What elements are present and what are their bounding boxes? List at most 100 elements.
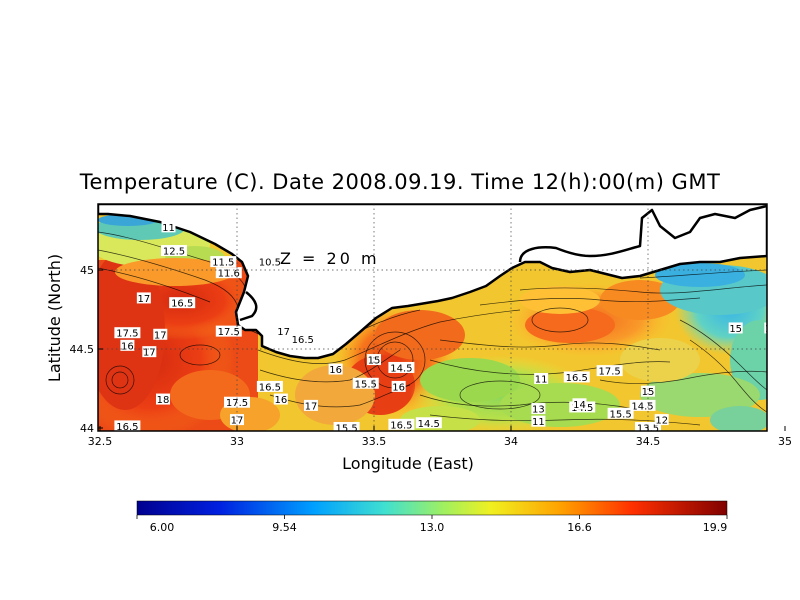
y-axis-label: Latitude (North) [45,254,64,382]
contour-label-box [728,322,743,334]
contour-label: 16.5 [388,418,415,431]
contour-label-text: 14.5 [631,401,653,412]
colorbar-tick-label: 19.9 [703,521,728,534]
contour-label-text: 11 [535,375,548,386]
contour-label-box [531,415,546,427]
x-tick-label: 33 [230,435,244,448]
contour-label-text: 17 [305,401,318,412]
contour-label-text: 17.5 [116,329,138,340]
contour-label: 10.5 [256,256,283,269]
contour-label: 17 [303,399,318,412]
contour-label-text: 11.6 [218,269,240,280]
contour-label-box [215,267,242,279]
contour-label-box [153,328,168,340]
contour-label-text: 17 [154,330,167,341]
contour-label-text: 17.5 [218,327,240,338]
contour-label-text: 18 [157,395,170,406]
contour-label-text: 12.5 [163,247,185,258]
colorbar [136,500,728,516]
depth-label: Z = 20 m [280,249,380,268]
chart-title: Temperature (C). Date 2008.09.19. Time 1… [79,170,721,194]
contour-label: 16 [273,393,288,406]
contour-label-box [136,292,151,304]
contour-label-text: 15.5 [335,424,357,435]
contour-label: 14 [572,398,587,411]
contour-label-text: 11 [532,417,545,428]
contour-label: 15 [367,354,381,367]
contour-label-box [352,377,379,389]
contour-label-text: 17.5 [599,367,621,378]
colorbar-ticks: 6.00 9.54 13.0 16.6 19.9 [136,515,728,534]
land-inner-coast [239,291,258,322]
contour-label: 11.6 [215,267,242,280]
contour-label-text: 15 [642,387,655,398]
contour-label-box [367,354,381,366]
contour-label-box [772,408,798,419]
contour-label-box [415,417,442,429]
contour-label-box [783,387,797,398]
contour-label-text: 12 [655,416,668,427]
contour-label-text: 14 [573,400,586,411]
contour-label-box [114,327,141,339]
contour-label-box [273,393,288,405]
contour-label: 12.5 [160,245,187,258]
x-tick-label: 32.5 [88,435,113,448]
contour-label-text: 14.5 [390,363,412,374]
contour-label-box [333,422,360,431]
contour-label: 11.5 [210,256,237,269]
contour-label-text: 17 [137,294,150,305]
contour-label-box [607,407,634,419]
gridlines [98,204,767,431]
contour-label-box [629,399,656,411]
x-tick-label: 33.5 [362,435,387,448]
contour-label: 14 [783,387,797,400]
x-tick-label: 34.5 [636,435,661,448]
contour-label: 16.5 [563,371,590,384]
contour-label-text: 16 [765,324,778,335]
contour-label-text: 11 [162,223,175,234]
contour-label-box [276,325,291,337]
contour-label: 16.5 [289,333,316,346]
contour-label-box [256,380,283,392]
contour-label: 17 [136,292,151,305]
contour-label-box [142,346,157,358]
contour-label: 11 [161,221,176,234]
contour-label: 14.5 [415,417,442,430]
contour-label: 15.5 [607,407,634,420]
contour-label: 15 [641,385,655,398]
contour-label-box [303,399,318,411]
contour-label-text: 17 [143,348,156,359]
contour-label-box [786,356,800,367]
contour-label-text: 15.5 [609,409,631,420]
contour-label: 11 [534,373,549,386]
contour-label: 13.5 [772,408,798,421]
contour-label-box [388,418,415,430]
contour-label-text: 13 [532,405,545,416]
contour-label-box [160,245,187,257]
colorbar-tick-label: 6.00 [150,521,175,534]
contour-label-text: 15 [729,324,742,335]
contour-label: 14.5 [786,356,800,369]
contour-label: 15.5 [333,422,360,435]
x-tick-label: 35 [778,435,792,448]
contour-label-text: 15.5 [355,379,377,390]
contour-label-box [388,361,415,373]
contour-label: 16 [328,363,343,376]
contour-label-box [764,322,767,334]
contour-label-text: 14 [792,318,800,329]
contour-label-text: 16.5 [390,420,412,431]
x-tick-label: 34 [504,435,518,448]
colorbar-tick-label: 9.54 [272,521,297,534]
contour-label-box [161,221,176,233]
contour-label: 14.5 [388,361,415,374]
contour-label-box [215,325,242,337]
contour-label-box [531,403,546,415]
contour-label-text: 16.5 [566,373,588,384]
contour-label: 14 [792,316,800,329]
contour-label: 12 [654,414,669,427]
contour-label-text: 14.5 [418,419,440,430]
contour-label-text: 16 [121,341,134,352]
contour-label: 16 [391,380,406,393]
